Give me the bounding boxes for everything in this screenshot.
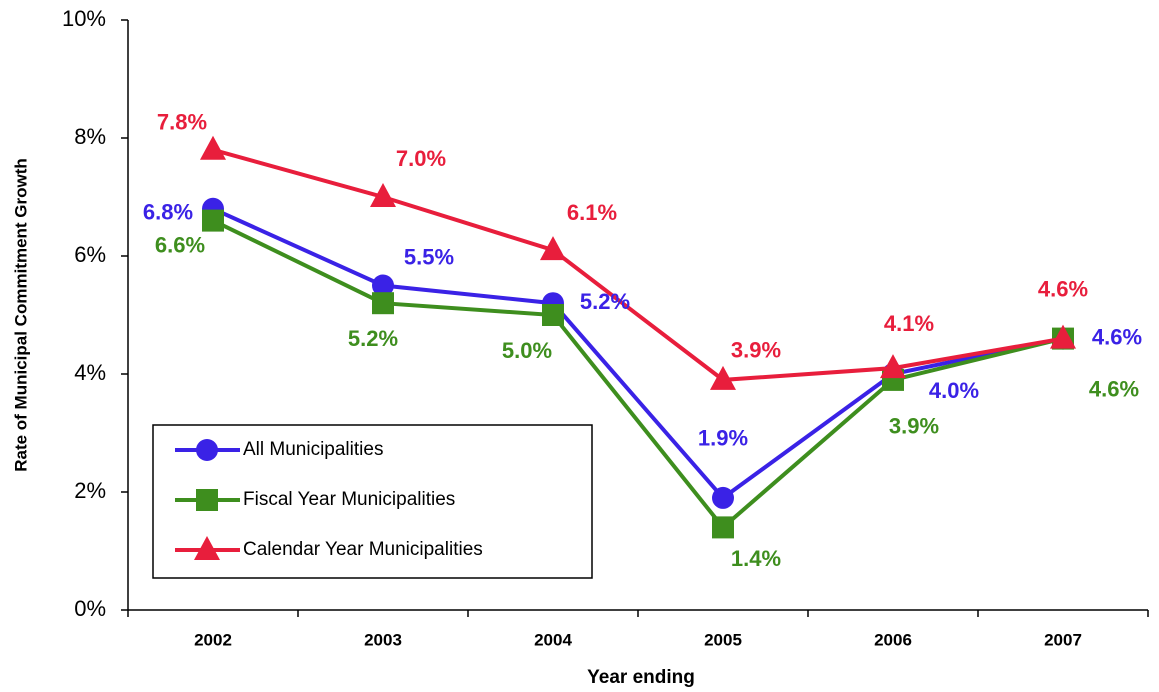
value-label: 4.6%	[1092, 324, 1142, 349]
y-axis-title: Rate of Municipal Commitment Growth	[11, 158, 30, 472]
value-label: 6.6%	[155, 232, 205, 257]
y-tick-label: 8%	[74, 124, 106, 149]
legend-label: Calendar Year Municipalities	[243, 539, 483, 560]
y-tick-label: 0%	[74, 596, 106, 621]
legend-label: Fiscal Year Municipalities	[243, 489, 455, 510]
data-point	[372, 274, 394, 297]
series-line	[212, 147, 1064, 382]
value-label: 3.9%	[889, 414, 939, 439]
value-label: 4.1%	[884, 311, 934, 336]
data-point	[200, 135, 226, 160]
value-label: 1.4%	[731, 546, 781, 571]
data-point	[540, 236, 566, 261]
data-point	[370, 183, 396, 207]
value-label: 1.9%	[698, 426, 748, 451]
value-label: 4.6%	[1038, 276, 1088, 301]
value-label: 5.2%	[348, 326, 398, 351]
legend-marker	[194, 536, 220, 560]
value-label: 4.0%	[929, 378, 979, 403]
data-point	[712, 516, 734, 539]
x-tick-label: 2002	[194, 630, 232, 649]
value-label: 3.9%	[731, 338, 781, 363]
series-line	[212, 206, 1064, 501]
legend-marker	[196, 489, 218, 511]
x-tick-label: 2003	[364, 630, 402, 649]
value-label: 7.0%	[396, 146, 446, 171]
y-tick-label: 10%	[62, 6, 106, 31]
legend-marker	[196, 439, 218, 461]
data-point	[712, 486, 734, 509]
value-label: 7.8%	[157, 110, 207, 135]
value-label: 5.5%	[404, 244, 454, 269]
data-point	[1050, 324, 1076, 349]
data-point	[202, 209, 224, 232]
data-point	[880, 354, 906, 379]
data-point	[542, 304, 564, 326]
x-tick-label: 2004	[534, 630, 572, 649]
value-label: 6.1%	[567, 200, 617, 225]
value-label: 5.0%	[502, 338, 552, 363]
y-tick-label: 2%	[74, 478, 106, 503]
value-label: 5.2%	[580, 289, 630, 314]
data-point	[710, 365, 736, 390]
value-label: 4.6%	[1089, 376, 1139, 401]
x-tick-label: 2007	[1044, 630, 1082, 649]
value-label: 6.8%	[143, 200, 193, 225]
data-point	[372, 292, 394, 315]
x-axis-title: Year ending	[587, 667, 695, 688]
y-tick-label: 4%	[74, 360, 106, 385]
y-tick-label: 6%	[74, 242, 106, 267]
legend-label: All Municipalities	[243, 439, 383, 460]
x-tick-label: 2006	[874, 630, 912, 649]
x-tick-label: 2005	[704, 630, 742, 649]
series-line	[212, 218, 1064, 531]
